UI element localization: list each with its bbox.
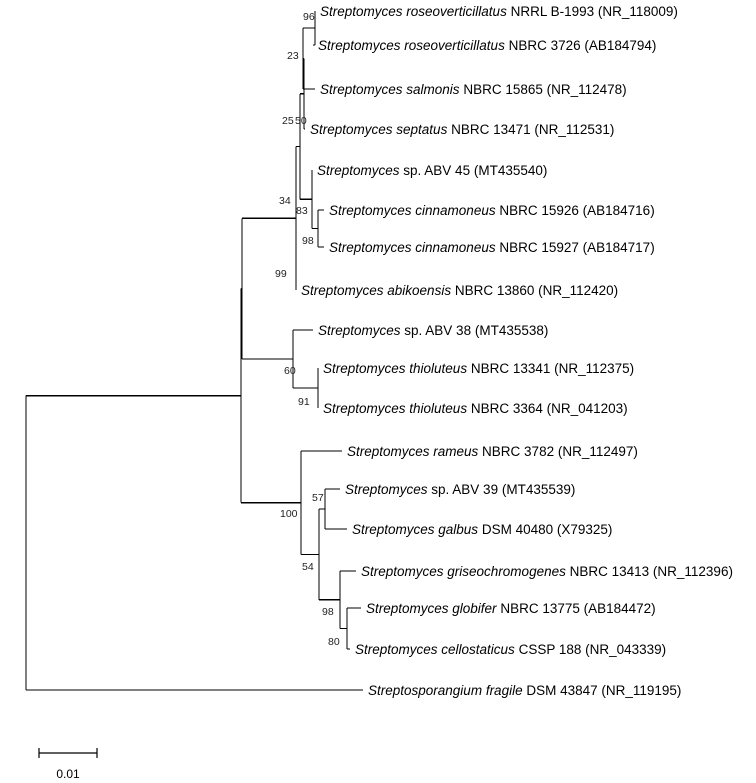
- taxon-name: Streptomyces griseochromogenes: [361, 564, 566, 579]
- taxon-strain-accession: DSM 43847 (NR_119195): [523, 683, 682, 698]
- taxon-strain-accession: NBRC 3726 (AB184794): [505, 38, 657, 53]
- taxon-label: Streptomyces salmonis NBRC 15865 (NR_112…: [320, 82, 627, 97]
- taxon-label: Streptosporangium fragile DSM 43847 (NR_…: [368, 683, 681, 698]
- taxon-name: Streptosporangium fragile: [368, 683, 523, 698]
- taxon-labels: Streptomyces roseoverticillatus NRRL B-1…: [301, 4, 733, 698]
- taxon-strain-accession: CSSP 188 (NR_043339): [515, 642, 666, 657]
- taxon-strain-accession: NBRC 15927 (AB184717): [496, 240, 655, 255]
- bootstrap-value: 57: [312, 492, 324, 504]
- taxon-strain-accession: sp. ABV 38 (MT435538): [401, 323, 549, 338]
- bootstrap-value: 50: [295, 115, 307, 127]
- taxon-strain-accession: NBRC 3364 (NR_041203): [467, 401, 628, 416]
- taxon-name: Streptomyces cinnamoneus: [329, 203, 496, 218]
- taxon-label: Streptomyces thioluteus NBRC 13341 (NR_1…: [323, 361, 634, 376]
- taxon-name: Streptomyces thioluteus: [323, 361, 467, 376]
- taxon-name: Streptomyces: [317, 163, 400, 178]
- bootstrap-value: 96: [303, 11, 315, 23]
- taxon-label: Streptomyces sp. ABV 38 (MT435538): [318, 323, 548, 338]
- taxon-strain-accession: NBRC 15926 (AB184716): [496, 203, 655, 218]
- bootstrap-value: 23: [287, 50, 299, 62]
- bootstrap-value: 34: [279, 195, 291, 207]
- taxon-strain-accession: NBRC 13775 (AB184472): [497, 601, 656, 616]
- bootstrap-value: 98: [302, 235, 314, 247]
- taxon-name: Streptomyces cellostaticus: [355, 642, 515, 657]
- taxon-label: Streptomyces cinnamoneus NBRC 15927 (AB1…: [329, 240, 655, 255]
- taxon-name: Streptomyces thioluteus: [323, 401, 467, 416]
- taxon-name: Streptomyces rameus: [347, 444, 479, 459]
- bootstrap-value: 91: [298, 396, 310, 408]
- bootstrap-value: 80: [328, 636, 340, 648]
- bootstrap-value: 100: [280, 508, 298, 520]
- taxon-name: Streptomyces: [318, 323, 401, 338]
- bootstrap-value: 60: [284, 365, 296, 377]
- taxon-name: Streptomyces salmonis: [320, 82, 460, 97]
- taxon-strain-accession: sp. ABV 45 (MT435540): [400, 163, 548, 178]
- taxon-name: Streptomyces: [345, 482, 428, 497]
- taxon-label: Streptomyces roseoverticillatus NRRL B-1…: [320, 4, 678, 19]
- taxon-strain-accession: NBRC 13413 (NR_112396): [566, 564, 733, 579]
- bootstrap-value: 98: [322, 606, 334, 618]
- taxon-label: Streptomyces septatus NBRC 13471 (NR_112…: [310, 122, 614, 137]
- scale-bar-label: 0.01: [56, 767, 80, 781]
- taxon-label: Streptomyces rameus NBRC 3782 (NR_112497…: [347, 444, 638, 459]
- taxon-name: Streptomyces galbus: [352, 522, 478, 537]
- taxon-strain-accession: NBRC 13860 (NR_112420): [451, 283, 618, 298]
- taxon-label: Streptomyces griseochromogenes NBRC 1341…: [361, 564, 733, 579]
- taxon-name: Streptomyces globifer: [366, 601, 497, 616]
- taxon-name: Streptomyces abikoensis: [301, 283, 451, 298]
- taxon-strain-accession: NBRC 13471 (NR_112531): [447, 122, 614, 137]
- taxon-label: Streptomyces cellostaticus CSSP 188 (NR_…: [355, 642, 666, 657]
- bootstrap-value: 99: [275, 268, 287, 280]
- taxon-strain-accession: NRRL B-1993 (NR_118009): [507, 4, 678, 19]
- taxon-label: Streptomyces cinnamoneus NBRC 15926 (AB1…: [329, 203, 655, 218]
- taxon-label: Streptomyces abikoensis NBRC 13860 (NR_1…: [301, 283, 618, 298]
- taxon-label: Streptomyces galbus DSM 40480 (X79325): [352, 522, 612, 537]
- bootstrap-value: 25: [282, 115, 294, 127]
- scale-bar: 0.01: [38, 748, 98, 781]
- taxon-strain-accession: sp. ABV 39 (MT435539): [428, 482, 576, 497]
- taxon-label: Streptomyces globifer NBRC 13775 (AB1844…: [366, 601, 656, 616]
- tree-branches: [25, 11, 363, 691]
- taxon-label: Streptomyces roseoverticillatus NBRC 372…: [318, 38, 656, 53]
- taxon-label: Streptomyces sp. ABV 39 (MT435539): [345, 482, 575, 497]
- taxon-name: Streptomyces cinnamoneus: [329, 240, 496, 255]
- taxon-name: Streptomyces roseoverticillatus: [318, 38, 505, 53]
- taxon-strain-accession: NBRC 13341 (NR_112375): [467, 361, 634, 376]
- taxon-name: Streptomyces septatus: [310, 122, 448, 137]
- taxon-label: Streptomyces sp. ABV 45 (MT435540): [317, 163, 547, 178]
- taxon-strain-accession: NBRC 3782 (NR_112497): [478, 444, 638, 459]
- bootstrap-value: 83: [296, 205, 308, 217]
- taxon-strain-accession: DSM 40480 (X79325): [478, 522, 612, 537]
- bootstrap-value: 54: [302, 561, 314, 573]
- taxon-name: Streptomyces roseoverticillatus: [320, 4, 507, 19]
- scale-bar-line: [38, 748, 98, 758]
- taxon-label: Streptomyces thioluteus NBRC 3364 (NR_04…: [323, 401, 628, 416]
- taxon-strain-accession: NBRC 15865 (NR_112478): [460, 82, 627, 97]
